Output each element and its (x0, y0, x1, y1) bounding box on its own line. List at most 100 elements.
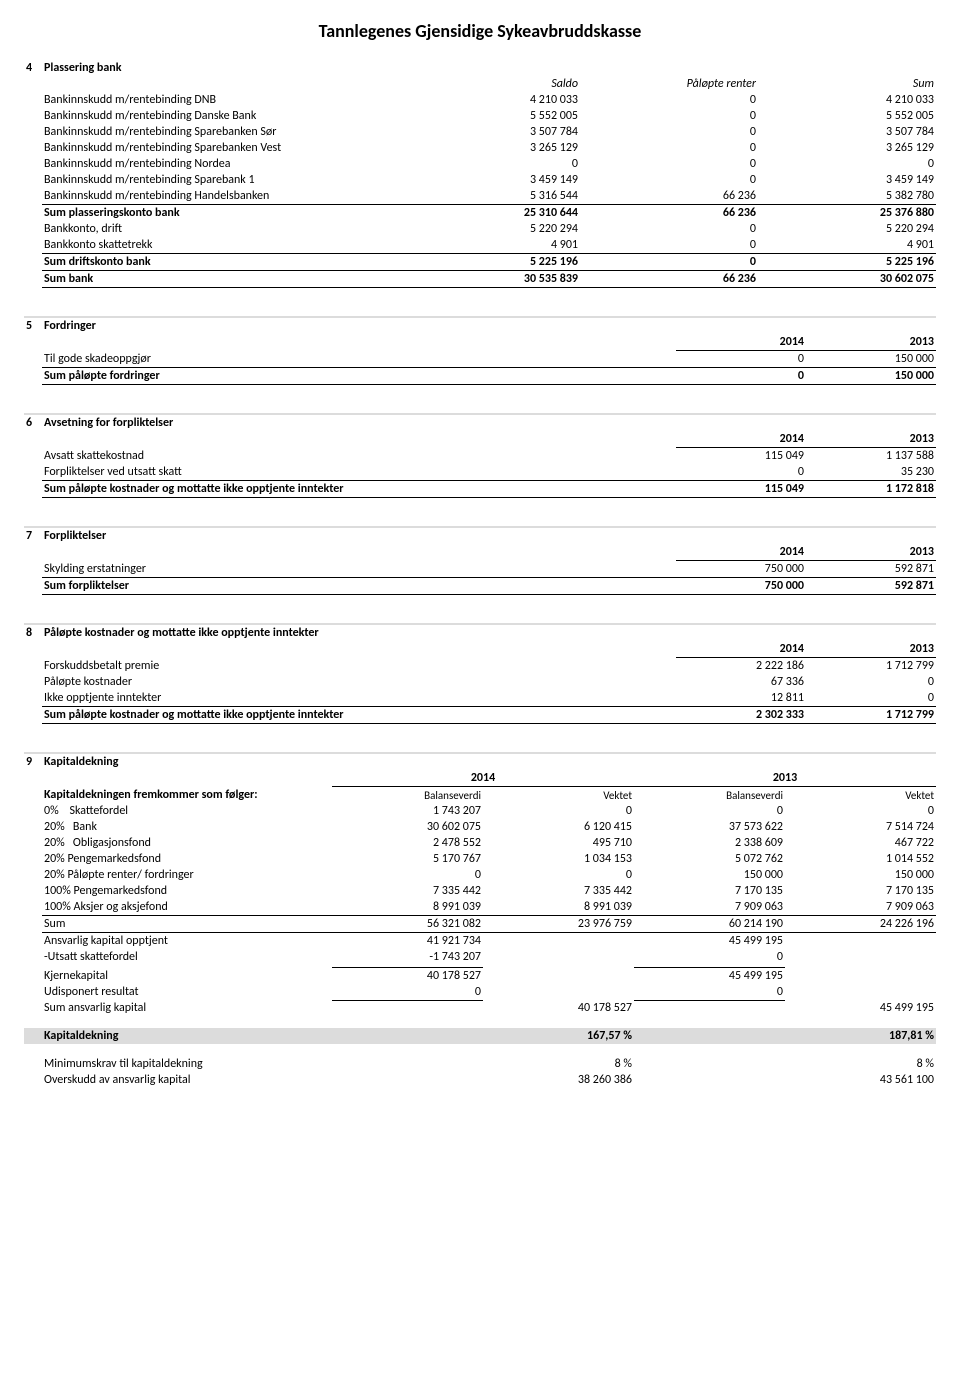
table-row: 20% Obligasjonsfond2 478 552495 7102 338… (24, 835, 936, 851)
table-row: Bankinnskudd m/rentebinding Sparebank 13… (24, 172, 936, 188)
cell: 1 172 818 (806, 481, 936, 498)
table-row: Bankkonto skattetrekk4 90104 901 (24, 237, 936, 254)
cell: 24 226 196 (785, 915, 936, 932)
cell: 5 316 544 (402, 188, 580, 205)
row-label: Til gode skadeoppgjør (42, 351, 676, 368)
section-4: 4 Plassering bank Saldo Påløpte renter S… (24, 60, 936, 288)
table-row: Forskuddsbetalt premie2 222 1861 712 799 (24, 658, 936, 675)
section-6: 6Avsetning for forpliktelser 20142013 Av… (24, 413, 936, 498)
cell: 150 000 (806, 368, 936, 385)
cell: 5 220 294 (758, 221, 936, 237)
cell: 5 382 780 (758, 188, 936, 205)
cell: 60 214 190 (634, 915, 785, 932)
cell: 5 220 294 (402, 221, 580, 237)
row-label: Bankinnskudd m/rentebinding Sparebanken … (42, 140, 402, 156)
cell: 40 178 527 (483, 1000, 634, 1016)
table-row: Til gode skadeoppgjør0150 000 (24, 351, 936, 368)
cell: 0 (634, 803, 785, 819)
cell: 7 909 063 (634, 899, 785, 916)
cell: 43 561 100 (785, 1072, 936, 1088)
sum-row: Sum ansvarlig kapital40 178 52745 499 19… (24, 1000, 936, 1016)
cell: 8 % (785, 1056, 936, 1072)
cell: 45 499 195 (785, 1000, 936, 1016)
cell: 25 310 644 (402, 205, 580, 222)
section-title: Avsetning for forpliktelser (42, 415, 676, 431)
kapdekn-row: Kapitaldekning167,57 %187,81 % (24, 1028, 936, 1044)
row-label: Sum påløpte fordringer (42, 368, 676, 385)
table-row: 20% Påløpte renter/ fordringer00150 0001… (24, 867, 936, 883)
col-header: Vektet (483, 787, 634, 803)
section-num: 8 (24, 625, 42, 641)
row-label: Forpliktelser ved utsatt skatt (42, 464, 676, 481)
table-row: Minimumskrav til kapitaldekning8 %8 % (24, 1056, 936, 1072)
table-row: Udisponert resultat00 (24, 984, 936, 1001)
cell: 66 236 (580, 188, 758, 205)
cell: 3 265 129 (402, 140, 580, 156)
cell: 8 991 039 (483, 899, 634, 916)
table-row: 100% Pengemarkedsfond7 335 4427 335 4427… (24, 883, 936, 899)
sum-row: Sum påløpte fordringer0150 000 (24, 368, 936, 385)
table-row: Overskudd av ansvarlig kapital38 260 386… (24, 1072, 936, 1088)
row-label: 20% Påløpte renter/ fordringer (42, 867, 332, 883)
cell: 0 (332, 984, 483, 1001)
col-header: 2013 (806, 641, 936, 658)
section-9: 9Kapitaldekning 20142013 Kapitaldekninge… (24, 752, 936, 1088)
row-label: -Utsatt skattefordel (42, 949, 332, 965)
row-label: Kapitaldekning (42, 1028, 332, 1044)
row-label: Bankinnskudd m/rentebinding Sparebanken … (42, 124, 402, 140)
row-label: Sum driftskonto bank (42, 254, 402, 271)
col-header: 2014 (676, 544, 806, 561)
cell: 0 (483, 867, 634, 883)
table-row: Forpliktelser ved utsatt skatt035 230 (24, 464, 936, 481)
row-label: Bankinnskudd m/rentebinding Nordea (42, 156, 402, 172)
table-row: Skylding erstatninger750 000592 871 (24, 561, 936, 578)
cell: 4 210 033 (758, 92, 936, 108)
table-row: Bankinnskudd m/rentebinding DNB4 210 033… (24, 92, 936, 108)
table-row: Avsatt skattekostnad115 0491 137 588 (24, 448, 936, 465)
cell: -1 743 207 (332, 949, 483, 965)
table-row: Bankinnskudd m/rentebinding Nordea000 (24, 156, 936, 172)
section-title: Påløpte kostnader og mottatte ikke opptj… (42, 625, 676, 641)
cell: 150 000 (806, 351, 936, 368)
table-row: Bankinnskudd m/rentebinding Sparebanken … (24, 140, 936, 156)
cell: 115 049 (676, 481, 806, 498)
table-avsetning: 6Avsetning for forpliktelser 20142013 Av… (24, 413, 936, 498)
row-label: Sum påløpte kostnader og mottatte ikke o… (42, 481, 676, 498)
col-header: 2013 (806, 431, 936, 448)
table-row: 20% Pengemarkedsfond5 170 7671 034 1535 … (24, 851, 936, 867)
cell: 7 170 135 (634, 883, 785, 899)
table-row: Ansvarlig kapital opptjent41 921 73445 4… (24, 932, 936, 949)
cell: 1 034 153 (483, 851, 634, 867)
row-label: Skylding erstatninger (42, 561, 676, 578)
row-label: Udisponert resultat (42, 984, 332, 1001)
cell: 56 321 082 (332, 915, 483, 932)
section-title: Plassering bank (42, 60, 402, 76)
sum-row: Sum plasseringskonto bank25 310 64466 23… (24, 205, 936, 222)
sum-row: Sum påløpte kostnader og mottatte ikke o… (24, 707, 936, 724)
section-num: 7 (24, 528, 42, 544)
cell: 0 (676, 368, 806, 385)
cell: 3 507 784 (402, 124, 580, 140)
cell: 3 459 149 (402, 172, 580, 188)
row-label: Bankinnskudd m/rentebinding Danske Bank (42, 108, 402, 124)
cell: 1 014 552 (785, 851, 936, 867)
cell: 37 573 622 (634, 819, 785, 835)
cell: 0 (758, 156, 936, 172)
cell: 0 (580, 221, 758, 237)
table-row: Bankinnskudd m/rentebinding Sparebanken … (24, 124, 936, 140)
cell: 41 921 734 (332, 932, 483, 949)
section-5: 5Fordringer 20142013 Til gode skadeoppgj… (24, 316, 936, 385)
cell: 7 909 063 (785, 899, 936, 916)
col-header: 2014 (676, 334, 806, 351)
col-header: Saldo (402, 76, 580, 92)
table-row: Bankinnskudd m/rentebinding Handelsbanke… (24, 188, 936, 205)
col-header: 2014 (676, 431, 806, 448)
cell: 23 976 759 (483, 915, 634, 932)
cell: 4 901 (758, 237, 936, 254)
cell: 2 478 552 (332, 835, 483, 851)
row-label: Påløpte kostnader (42, 674, 676, 690)
row-label: Bankkonto, drift (42, 221, 402, 237)
cell: 167,57 % (483, 1028, 634, 1044)
cell: 0 (580, 254, 758, 271)
table-palopte: 8Påløpte kostnader og mottatte ikke oppt… (24, 623, 936, 724)
